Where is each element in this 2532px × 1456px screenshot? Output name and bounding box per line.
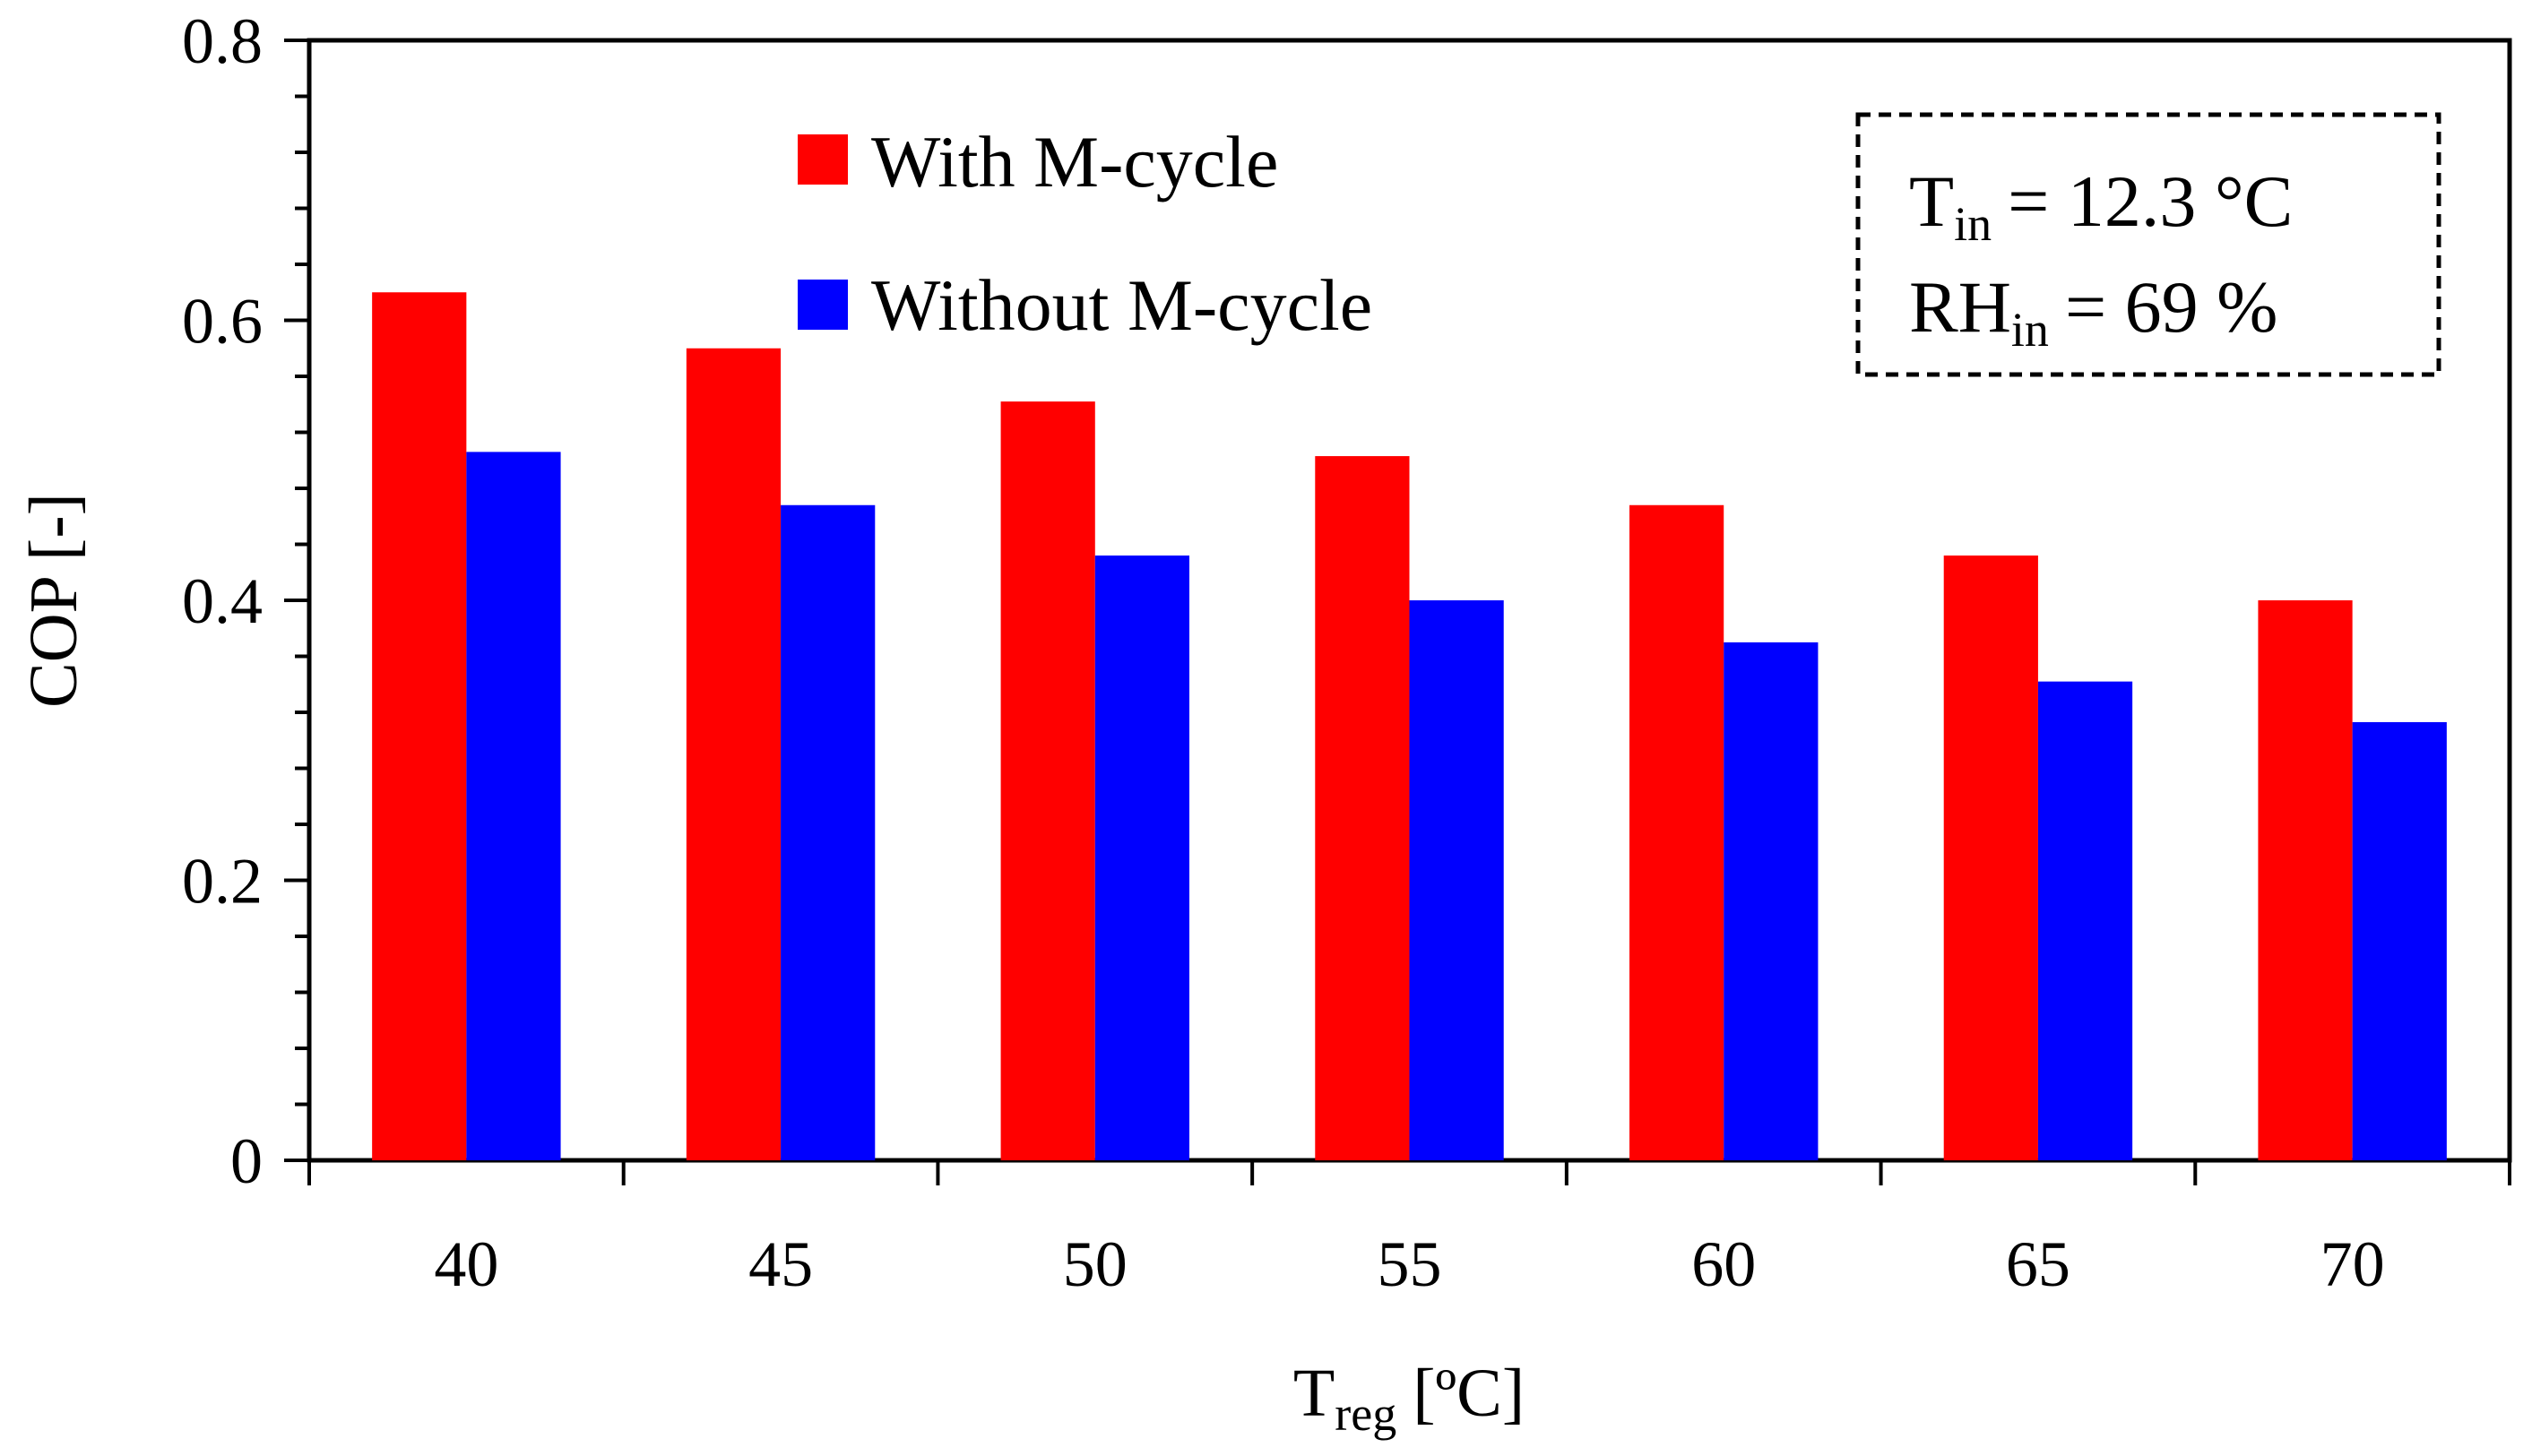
legend-label-without-m-cycle: Without M-cycle	[871, 264, 1372, 346]
bar-with-m-cycle-50	[1000, 401, 1095, 1160]
x-axis-title-main: T	[1293, 1356, 1335, 1431]
y-axis: 0 0.2 0.4 0.6 0.8	[182, 5, 309, 1197]
y-axis-title: COP [-]	[16, 493, 91, 708]
annotation-rh-main: RH	[1909, 266, 2011, 348]
bar-without-m-cycle-45	[781, 504, 876, 1160]
bar-without-m-cycle-50	[1094, 556, 1189, 1160]
annotation-t-sub: in	[1954, 197, 1992, 251]
legend-swatch-with-m-cycle	[798, 134, 848, 185]
bar-with-m-cycle-55	[1315, 456, 1410, 1160]
x-tick-label: 45	[748, 1228, 813, 1300]
x-tick-label: 60	[1691, 1228, 1756, 1300]
annotation-line-inlet-temperature: Tin = 12.3 °C	[1909, 160, 2293, 251]
x-axis-title: Treg [ºC]	[1293, 1356, 1525, 1441]
conditions-annotation: Tin = 12.3 °C RHin = 69 %	[1855, 112, 2441, 377]
legend: With M-cycle Without M-cycle	[798, 121, 1372, 346]
bars-group	[372, 292, 2447, 1160]
x-tick-label: 70	[2320, 1228, 2385, 1300]
legend-label-with-m-cycle: With M-cycle	[871, 121, 1278, 202]
y-tick-label: 0.4	[182, 565, 263, 637]
legend-swatch-without-m-cycle	[798, 280, 848, 330]
annotation-rh-rest: = 69 %	[2065, 266, 2278, 348]
bar-without-m-cycle-40	[466, 452, 561, 1160]
x-axis: 40 45 50 55 60 65 70	[307, 1160, 2511, 1300]
bar-with-m-cycle-45	[686, 348, 782, 1160]
bar-with-m-cycle-40	[372, 292, 467, 1160]
y-tick-label: 0.6	[182, 286, 263, 358]
x-tick-label: 65	[2006, 1228, 2070, 1300]
y-tick-label: 0	[230, 1125, 263, 1197]
bar-with-m-cycle-60	[1629, 504, 1724, 1160]
bar-without-m-cycle-60	[1724, 642, 1819, 1160]
x-tick-label: 55	[1378, 1228, 1442, 1300]
annotation-t-rest: = 12.3 °C	[2008, 160, 2293, 242]
x-axis-title-sub: reg	[1335, 1387, 1396, 1441]
y-tick-label: 0.2	[182, 846, 263, 918]
annotation-line-inlet-humidity: RHin = 69 %	[1909, 266, 2278, 357]
annotation-t-main: T	[1909, 160, 1954, 242]
bar-without-m-cycle-70	[2352, 721, 2447, 1160]
annotation-rh-sub: in	[2011, 303, 2049, 357]
bar-without-m-cycle-65	[2037, 681, 2133, 1160]
bar-without-m-cycle-55	[1409, 600, 1504, 1160]
x-tick-label: 40	[434, 1228, 498, 1300]
y-tick-label: 0.8	[182, 5, 263, 77]
annotation-box	[1855, 112, 2441, 377]
bar-with-m-cycle-65	[1943, 556, 2038, 1160]
bar-with-m-cycle-70	[2258, 600, 2353, 1160]
x-tick-label: 50	[1063, 1228, 1128, 1300]
x-axis-title-unit: [ºC]	[1413, 1356, 1525, 1431]
